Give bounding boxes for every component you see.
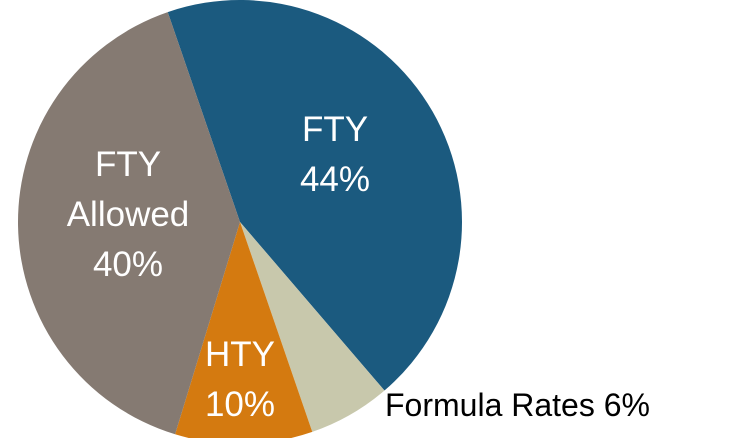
pie-slice <box>18 12 240 435</box>
value-label: 40% <box>92 245 164 284</box>
slice-label: Formula Rates 6% <box>385 380 650 430</box>
category-label: FTY Allowed <box>66 145 190 234</box>
category-label: Formula Rates <box>385 387 595 423</box>
slice-label: FTY Allowed 40% <box>43 140 213 290</box>
slice-label: HTY 10% <box>180 330 300 430</box>
pie-slice <box>175 222 313 438</box>
category-label: HTY <box>205 335 275 374</box>
value-label: 44% <box>299 160 371 199</box>
slice-label: FTY 44% <box>275 105 395 205</box>
value-label: 10% <box>204 385 276 424</box>
value-label: 6% <box>603 387 650 423</box>
pie-slice <box>167 0 462 391</box>
category-label: FTY <box>301 110 369 149</box>
pie-slice <box>240 222 385 432</box>
